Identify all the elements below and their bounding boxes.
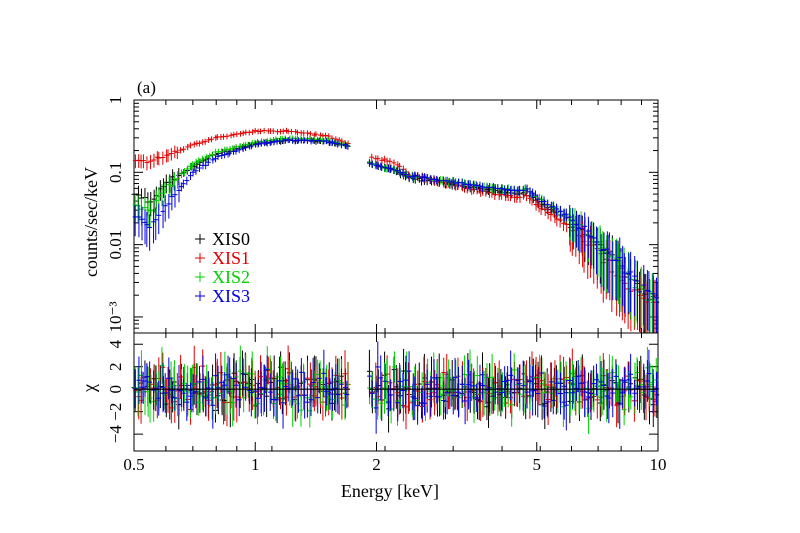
y-tick-label: 0.01	[106, 230, 125, 260]
y-tick-label: 1	[106, 96, 125, 105]
x-axis-ticks: 0.5 1 2 5 10	[123, 100, 667, 474]
spectrum-panel: 1 0.1 0.01 10⁻³ counts/sec/keV	[81, 96, 660, 334]
residual-y-label: χ	[79, 384, 99, 393]
y-tick-label: 2	[106, 362, 125, 371]
spectrum-y-label: counts/sec/keV	[81, 167, 101, 277]
y-tick-label: −2	[106, 403, 125, 421]
x-tick-label: 10	[650, 455, 667, 474]
legend-label: XIS3	[212, 286, 250, 306]
x-axis-label: Energy [keV]	[341, 481, 439, 501]
y-tick-label: 10⁻³	[106, 301, 125, 332]
x-tick-label: 0.5	[123, 455, 144, 474]
spectrum-data	[131, 127, 660, 333]
legend-label: XIS1	[212, 248, 250, 268]
y-tick-label: 4	[106, 339, 125, 348]
legend-label: XIS0	[212, 229, 250, 249]
panel-label: (a)	[137, 78, 156, 97]
residual-panel: 4 2 0 −2 −4 χ	[79, 332, 660, 452]
x-tick-label: 5	[533, 455, 542, 474]
residual-data	[131, 341, 660, 435]
x-tick-label: 1	[251, 455, 260, 474]
y-tick-label: −4	[106, 425, 125, 444]
y-tick-label: 0	[106, 385, 125, 394]
legend-label: XIS2	[212, 267, 250, 287]
y-tick-label: 0.1	[106, 162, 125, 183]
x-tick-label: 2	[372, 455, 381, 474]
